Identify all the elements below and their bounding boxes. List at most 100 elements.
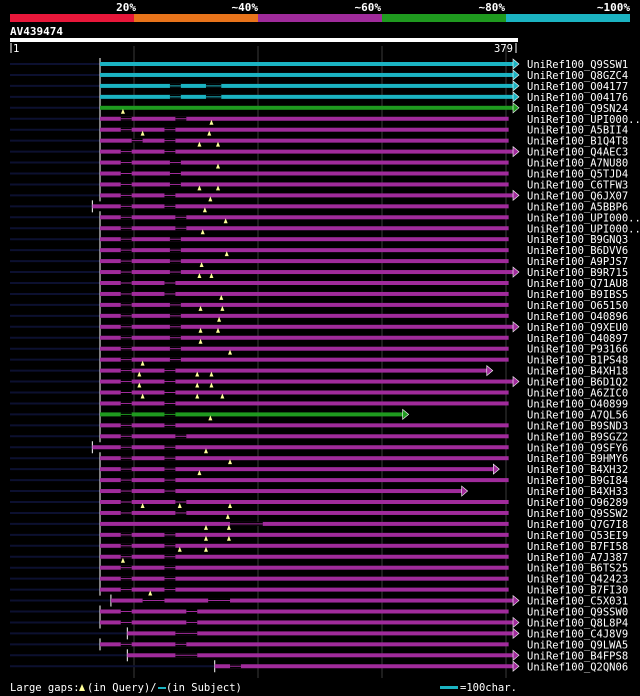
hit-row[interactable]: UniRef100_Q53EI9 xyxy=(10,524,628,542)
hit-row[interactable]: UniRef100_UPI000... xyxy=(10,218,640,235)
hit-row[interactable]: UniRef100_P93166 xyxy=(10,338,628,356)
hit-row[interactable]: UniRef100_Q9SSW2 xyxy=(10,502,628,520)
hit-row[interactable]: UniRef100_B9SND3 xyxy=(10,415,628,432)
hit-row[interactable]: UniRef100_A5BII4 xyxy=(10,119,628,137)
hit-label[interactable]: UniRef100_O40896 xyxy=(527,311,628,323)
hit-label[interactable]: UniRef100_Q8L8P4 xyxy=(527,617,628,629)
hit-label[interactable]: UniRef100_Q2QN06 xyxy=(527,661,628,673)
hit-label[interactable]: UniRef100_B6DVV6 xyxy=(527,245,628,257)
hit-label[interactable]: UniRef100_Q5TJD4 xyxy=(527,169,628,181)
hit-label[interactable]: UniRef100_O40899 xyxy=(527,398,628,410)
hit-label[interactable]: UniRef100_B9SND3 xyxy=(527,420,628,432)
hit-label[interactable]: UniRef100_C5X031 xyxy=(527,596,628,608)
hit-row[interactable]: UniRef100_B9SGZ2 xyxy=(10,430,628,443)
hit-row[interactable]: UniRef100_O65150 xyxy=(10,294,628,312)
hit-row[interactable]: UniRef100_A7QL56 xyxy=(10,408,628,421)
hit-row[interactable]: UniRef100_Q8L8P4 xyxy=(10,616,628,629)
hit-row[interactable]: UniRef100_O04176 xyxy=(10,90,628,104)
hit-label[interactable]: UniRef100_B9GI84 xyxy=(527,475,628,487)
hit-row[interactable]: UniRef100_O40897 xyxy=(10,327,628,345)
hit-row[interactable]: UniRef100_Q8GZC4 xyxy=(10,68,628,82)
hit-label[interactable]: UniRef100_Q7G7I8 xyxy=(527,519,628,531)
hit-row[interactable]: UniRef100_B7FI58 xyxy=(10,535,628,553)
hit-row[interactable]: UniRef100_UPI000... xyxy=(10,108,640,126)
hit-label[interactable]: UniRef100_B7FI30 xyxy=(527,585,628,597)
hit-label[interactable]: UniRef100_Q9SSW1 xyxy=(527,59,628,71)
hit-row[interactable]: UniRef100_B7FI30 xyxy=(10,583,628,597)
hit-row[interactable]: UniRef100_O04177 xyxy=(10,79,628,93)
hit-row[interactable]: UniRef100_B9IBS5 xyxy=(10,287,628,301)
hit-label[interactable]: UniRef100_B1PS48 xyxy=(527,355,628,367)
hit-row[interactable]: UniRef100_B4FPS8 xyxy=(10,649,628,662)
hit-label[interactable]: UniRef100_A7J387 xyxy=(527,552,628,564)
hit-label[interactable]: UniRef100_B6D1Q2 xyxy=(527,377,628,389)
hit-label[interactable]: UniRef100_Q9SSW2 xyxy=(527,508,628,520)
hit-row[interactable]: UniRef100_A9PJS7 xyxy=(10,251,628,268)
hit-row[interactable]: UniRef100_A7J387 xyxy=(10,546,628,564)
hit-row[interactable]: UniRef100_UPI000... xyxy=(10,207,640,224)
hit-row[interactable]: UniRef100_B6DVV6 xyxy=(10,244,628,257)
hit-label[interactable]: UniRef100_Q42423 xyxy=(527,574,628,586)
hit-label[interactable]: UniRef100_B9R715 xyxy=(527,267,628,279)
hit-row[interactable]: UniRef100_Q9SFY6 xyxy=(10,441,628,454)
hit-row[interactable]: UniRef100_B4XH33 xyxy=(10,485,628,498)
hit-label[interactable]: UniRef100_Q6JX07 xyxy=(527,190,628,202)
hit-row[interactable]: UniRef100_A7NU80 xyxy=(10,156,628,170)
hit-label[interactable]: UniRef100_A6ZIC0 xyxy=(527,388,628,400)
hit-label[interactable]: UniRef100_A7NU80 xyxy=(527,158,628,170)
hit-label[interactable]: UniRef100_Q71AU8 xyxy=(527,278,628,290)
hit-label[interactable]: UniRef100_Q53EI9 xyxy=(527,530,628,542)
hit-label[interactable]: UniRef100_B4FPS8 xyxy=(527,650,628,662)
hit-label[interactable]: UniRef100_Q9SFY6 xyxy=(527,442,628,454)
hit-row[interactable]: UniRef100_Q42423 xyxy=(10,572,628,586)
hit-label[interactable]: UniRef100_Q9SSW0 xyxy=(527,607,628,619)
hit-row[interactable]: UniRef100_Q9SN24 xyxy=(10,101,628,115)
hit-label[interactable]: UniRef100_A5BII4 xyxy=(527,125,628,137)
hit-row[interactable]: UniRef100_B9GI84 xyxy=(10,470,628,487)
hit-label[interactable]: UniRef100_O04177 xyxy=(527,81,628,93)
hit-label[interactable]: UniRef100_UPI000... xyxy=(527,114,640,126)
hit-label[interactable]: UniRef100_B4XH18 xyxy=(527,366,628,378)
hit-label[interactable]: UniRef100_A7QL56 xyxy=(527,409,628,421)
hit-label[interactable]: UniRef100_Q4AEC3 xyxy=(527,147,628,159)
hit-label[interactable]: UniRef100_C6TFW3 xyxy=(527,179,628,191)
hit-label[interactable]: UniRef100_B4XH33 xyxy=(527,486,628,498)
hit-row[interactable]: UniRef100_O40896 xyxy=(10,305,628,323)
hit-label[interactable]: UniRef100_Q9SN24 xyxy=(527,103,628,115)
hit-label[interactable]: UniRef100_Q9XEU0 xyxy=(527,322,628,334)
hit-row[interactable]: UniRef100_B1Q4T8 xyxy=(10,130,628,148)
hit-label[interactable]: UniRef100_B6TS25 xyxy=(527,563,628,575)
hit-row[interactable]: UniRef100_B4XH32 xyxy=(10,459,628,476)
hit-row[interactable]: UniRef100_Q9XEU0 xyxy=(10,316,628,334)
hit-row[interactable]: UniRef100_C5X031 xyxy=(10,590,628,608)
hit-row[interactable]: UniRef100_Q9LWA5 xyxy=(10,638,628,651)
hit-label[interactable]: UniRef100_B4XH32 xyxy=(527,464,628,476)
hit-row[interactable]: UniRef100_Q9SSW1 xyxy=(10,58,628,71)
hit-label[interactable]: UniRef100_A9PJS7 xyxy=(527,256,628,268)
hit-row[interactable]: UniRef100_A6ZIC0 xyxy=(10,382,628,400)
hit-label[interactable]: UniRef100_B9SGZ2 xyxy=(527,431,628,443)
hit-label[interactable]: UniRef100_B9GNQ3 xyxy=(527,234,628,246)
hit-label[interactable]: UniRef100_Q8GZC4 xyxy=(527,70,628,82)
hit-label[interactable]: UniRef100_P93166 xyxy=(527,344,628,356)
hit-row[interactable]: UniRef100_B6TS25 xyxy=(10,557,628,575)
hit-label[interactable]: UniRef100_B9HMY6 xyxy=(527,453,628,465)
hit-label[interactable]: UniRef100_A5BBP6 xyxy=(527,201,628,213)
hit-label[interactable]: UniRef100_O96289 xyxy=(527,497,628,509)
hit-row[interactable]: UniRef100_O96289 xyxy=(10,496,628,509)
hit-row[interactable]: UniRef100_Q2QN06 xyxy=(10,660,628,673)
hit-label[interactable]: UniRef100_B7FI58 xyxy=(527,541,628,553)
hit-label[interactable]: UniRef100_UPI000... xyxy=(527,223,640,235)
hit-row[interactable]: UniRef100_O40899 xyxy=(10,393,628,410)
hit-label[interactable]: UniRef100_C4J8V9 xyxy=(527,628,628,640)
hit-label[interactable]: UniRef100_O04176 xyxy=(527,92,628,104)
hit-row[interactable]: UniRef100_Q6JX07 xyxy=(10,185,628,202)
hit-row[interactable]: UniRef100_C4J8V9 xyxy=(10,627,628,640)
hit-row[interactable]: UniRef100_B1PS48 xyxy=(10,349,628,367)
hit-row[interactable]: UniRef100_Q5TJD4 xyxy=(10,163,628,181)
hit-label[interactable]: UniRef100_B9IBS5 xyxy=(527,289,628,301)
hit-row[interactable]: UniRef100_B4XH18 xyxy=(10,360,628,378)
hit-row[interactable]: UniRef100_B9R715 xyxy=(10,262,628,279)
hit-row[interactable]: UniRef100_B9HMY6 xyxy=(10,448,628,465)
hit-label[interactable]: UniRef100_UPI000... xyxy=(527,212,640,224)
